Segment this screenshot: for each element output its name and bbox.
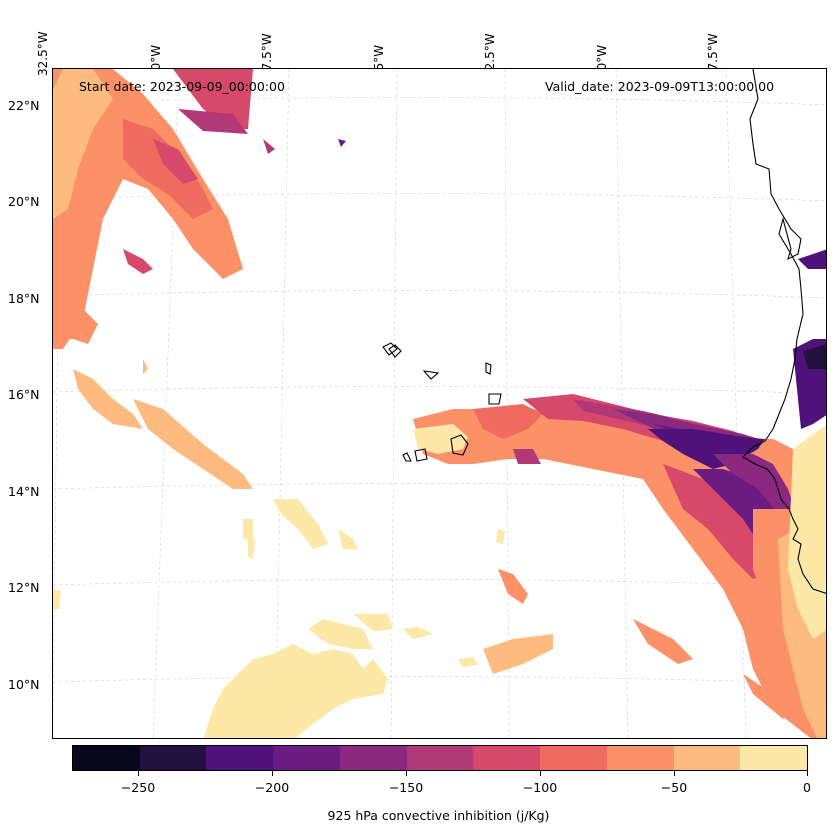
meridian-line — [504, 69, 510, 738]
cin-field-east-band — [413, 249, 826, 738]
colorbar-swatch — [673, 746, 741, 770]
colorbar-swatch — [740, 746, 808, 770]
lat-label-12n: 12°N — [8, 580, 40, 595]
island-outline — [388, 344, 402, 358]
cin-field-northwest — [53, 69, 346, 349]
parallel-line — [53, 386, 826, 395]
colorbar-swatch — [273, 746, 340, 770]
meridian-line — [53, 69, 62, 710]
lat-label-22n: 22°N — [8, 98, 40, 113]
colorbar-tick — [674, 771, 675, 776]
west-africa-coast — [742, 69, 826, 594]
colorbar-tick — [406, 771, 407, 776]
colorbar-tick-label: −250 — [120, 780, 156, 795]
meridian-line — [615, 69, 629, 738]
colorbar-tick-label: −200 — [254, 780, 290, 795]
colorbar-tick — [540, 771, 541, 776]
start-date-label: Start date: 2023-09-09_00:00:00 — [79, 79, 285, 94]
island-outline — [422, 370, 440, 380]
parallel-line — [53, 97, 826, 106]
colorbar-tick — [272, 771, 273, 776]
cin-field-west-scatter — [53, 304, 528, 609]
lat-label-10n: 10°N — [8, 677, 40, 692]
colorbar-swatch — [339, 746, 407, 770]
parallel-line — [53, 579, 826, 588]
parallel-line — [53, 290, 826, 299]
meridian-line — [152, 69, 180, 738]
colorbar — [72, 745, 808, 771]
meridian-line — [274, 69, 290, 738]
colorbar-swatch — [606, 746, 674, 770]
colorbar-tick-label: −150 — [388, 780, 424, 795]
lat-label-20n: 20°N — [8, 194, 40, 209]
lat-label-16n: 16°N — [8, 387, 40, 402]
island-outline — [402, 452, 412, 462]
island-outline — [450, 434, 469, 456]
colorbar-swatch — [473, 746, 541, 770]
colorbar-swatch — [406, 746, 474, 770]
island-outline — [382, 342, 398, 356]
map-canvas[interactable] — [53, 69, 827, 739]
colorbar-tick-label: −50 — [660, 780, 688, 795]
coastline — [382, 69, 826, 594]
colorbar-tick — [138, 771, 139, 776]
island-outline — [485, 362, 492, 375]
meridian-line — [725, 69, 747, 738]
map-panel[interactable]: Start date: 2023-09-09_00:00:00 Valid_da… — [52, 68, 827, 739]
colorbar-swatch — [73, 746, 140, 770]
colorbar-tick-label: −100 — [522, 780, 558, 795]
valid-date-label: Valid_date: 2023-09-09T13:00:00.00 — [545, 79, 775, 94]
lat-label-18n: 18°N — [8, 291, 40, 306]
island-outline — [414, 448, 428, 462]
island-outline — [488, 393, 502, 405]
colorbar-tick-label: 0 — [803, 780, 811, 795]
colorbar-title: 925 hPa convective inhibition (j/Kg) — [327, 808, 550, 823]
parallel-line — [53, 676, 826, 685]
colorbar-tick — [807, 771, 808, 776]
meridian-line — [390, 69, 398, 738]
colorbar-swatch — [139, 746, 207, 770]
colorbar-swatch — [540, 746, 607, 770]
lat-label-14n: 14°N — [8, 484, 40, 499]
colorbar-swatch — [206, 746, 274, 770]
lon-label-32-5w: 32.5°W — [36, 31, 50, 76]
